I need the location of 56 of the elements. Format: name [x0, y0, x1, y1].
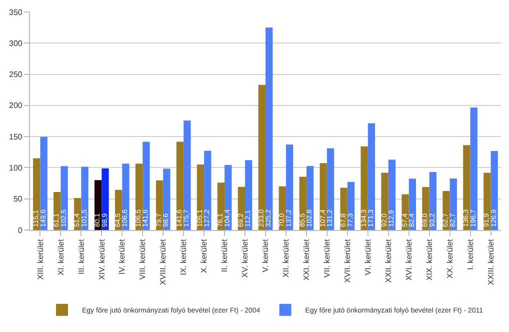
- x-tick-label: XVI. kerület: [404, 238, 414, 281]
- x-tick-label: X. kerület: [200, 238, 209, 273]
- bar: [326, 148, 334, 230]
- y-tick-label: 100: [9, 164, 23, 173]
- x-tick-label: XVIII. kerület: [158, 238, 168, 285]
- x-tick-label: IX. kerület: [179, 238, 188, 276]
- x-tick-label: XIII. kerület: [36, 238, 45, 280]
- x-tick-label: XVII. kerület: [343, 238, 352, 283]
- bar: [463, 145, 470, 230]
- bar: [484, 172, 491, 230]
- y-tick-label: 200: [9, 101, 23, 110]
- x-tick-label: XV. kerület: [240, 238, 250, 278]
- bar: [60, 166, 68, 230]
- bar: [286, 144, 294, 230]
- bar: [368, 123, 376, 230]
- x-tick-label: XII. kerület: [282, 238, 291, 278]
- bar: [470, 107, 478, 230]
- x-tick-label: XX. kerület: [445, 238, 454, 278]
- bar: [184, 120, 191, 230]
- bar: [360, 146, 368, 230]
- x-tick-label: XIX. kerület: [424, 238, 434, 281]
- x-tick-label: VIII. kerület: [138, 238, 148, 280]
- bar: [402, 194, 409, 230]
- bar: [266, 27, 273, 230]
- bar: [442, 190, 450, 230]
- bar: [176, 142, 184, 230]
- x-tick-label: IV. kerület: [118, 238, 127, 274]
- y-tick-label: 50: [13, 194, 23, 204]
- y-tick-label: 0: [18, 226, 23, 235]
- bar: [142, 142, 150, 230]
- bar: [102, 168, 109, 230]
- bar: [245, 160, 252, 230]
- x-tick-label: XXII. kerület: [384, 238, 393, 283]
- x-tick-label: III. kerület: [76, 238, 86, 274]
- x-tick-label: VI. kerület: [363, 238, 372, 276]
- bar: [40, 136, 48, 230]
- bar: [81, 166, 88, 230]
- x-tick-label: XXI. kerület: [302, 238, 312, 281]
- bar: [163, 168, 170, 230]
- x-tick-label: VII. kerület: [322, 238, 332, 278]
- x-tick-label: XIV. kerület: [97, 238, 106, 280]
- bar: [258, 84, 266, 230]
- bar: [422, 187, 430, 230]
- x-tick-label: XXIII. kerület: [486, 238, 496, 285]
- bar: [33, 158, 40, 230]
- x-tick-label: I. kerület: [466, 238, 475, 270]
- bar: [122, 164, 130, 230]
- bar: [204, 150, 212, 230]
- y-tick-label: 150: [9, 132, 23, 142]
- x-tick-label: II. kerület: [220, 238, 230, 272]
- y-tick-label: 250: [9, 70, 23, 80]
- y-tick-label: 300: [9, 38, 23, 48]
- x-tick-label: XI. kerület: [56, 238, 66, 276]
- bar: [381, 172, 388, 230]
- y-tick-label: 350: [9, 8, 23, 17]
- x-tick-label: V. kerület: [261, 238, 270, 272]
